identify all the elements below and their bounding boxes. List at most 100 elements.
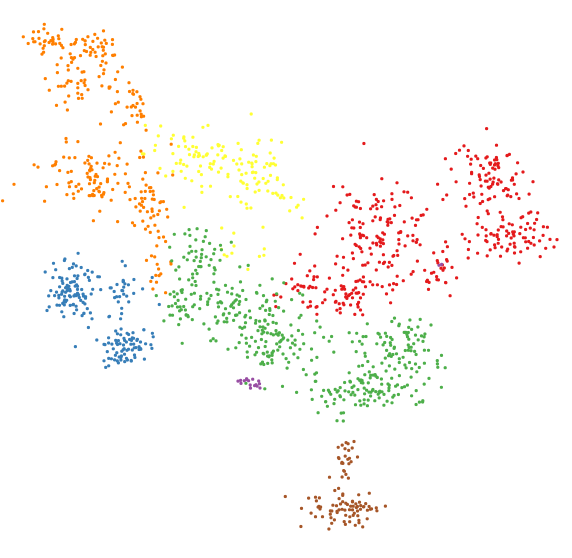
data-point [246, 267, 250, 271]
data-point [383, 340, 387, 345]
data-point [121, 289, 125, 293]
data-point [225, 290, 230, 294]
data-point [128, 198, 132, 202]
data-point [83, 296, 88, 300]
data-point [99, 288, 103, 292]
data-point [341, 500, 345, 504]
data-point [272, 156, 276, 160]
data-point [82, 81, 86, 85]
data-point [415, 259, 419, 263]
data-point [267, 312, 271, 317]
data-point [414, 389, 418, 393]
data-point [225, 320, 229, 324]
data-point [527, 239, 531, 244]
data-point [500, 245, 504, 249]
data-point [131, 103, 135, 108]
data-point [72, 274, 77, 278]
data-point [352, 226, 356, 230]
data-point [381, 242, 385, 246]
data-point [129, 338, 134, 342]
data-point [43, 77, 47, 81]
data-point [171, 152, 175, 156]
data-point [96, 275, 100, 279]
data-point [299, 313, 303, 317]
data-point [55, 303, 59, 307]
data-point [445, 193, 449, 197]
data-point [511, 230, 515, 234]
data-point [395, 181, 399, 185]
data-point [313, 495, 318, 499]
data-point [468, 181, 472, 185]
data-point [293, 338, 297, 342]
data-point [190, 179, 194, 183]
data-point [350, 385, 354, 390]
data-point [261, 225, 265, 229]
data-point [423, 268, 427, 272]
data-point [481, 166, 485, 170]
data-point [156, 229, 160, 233]
data-point [94, 54, 98, 59]
data-point [234, 313, 238, 317]
data-point [86, 158, 90, 162]
data-point [360, 280, 365, 284]
data-point [389, 221, 393, 225]
data-point [267, 354, 271, 358]
data-point [133, 105, 138, 109]
data-point [43, 199, 47, 203]
data-point [238, 311, 242, 315]
data-point [350, 251, 354, 255]
data-point [265, 331, 269, 335]
data-point [179, 308, 183, 312]
data-point [281, 352, 285, 356]
data-point [366, 359, 370, 364]
data-point [404, 366, 408, 370]
data-point [153, 223, 157, 227]
data-point [237, 294, 241, 298]
data-point [288, 346, 292, 350]
data-point [43, 270, 47, 274]
data-point [278, 345, 282, 349]
data-point [257, 180, 261, 184]
data-point [87, 194, 91, 198]
data-point [358, 296, 363, 300]
data-point [200, 190, 204, 194]
data-point [362, 386, 366, 390]
data-point [269, 162, 273, 166]
data-point [309, 388, 313, 392]
data-point [198, 259, 202, 263]
data-point [238, 299, 242, 304]
data-point [174, 268, 178, 272]
data-point [299, 284, 303, 288]
data-point [532, 228, 536, 232]
data-point [91, 47, 95, 52]
data-point [87, 162, 91, 166]
data-point [108, 286, 112, 290]
data-point [96, 36, 100, 40]
data-point [200, 252, 204, 256]
data-point [472, 195, 476, 199]
data-point [172, 290, 176, 294]
data-point [211, 337, 215, 341]
data-point [330, 521, 334, 525]
data-point [188, 244, 192, 248]
data-point [76, 251, 80, 255]
data-point [263, 318, 267, 322]
data-point [371, 373, 375, 377]
data-point [89, 50, 93, 55]
data-point [249, 206, 253, 210]
data-point [269, 332, 273, 336]
data-point [356, 514, 360, 518]
data-point [382, 392, 386, 396]
data-point [488, 248, 492, 252]
data-point [443, 366, 447, 370]
data-point [40, 52, 44, 56]
data-point [363, 354, 367, 358]
data-point [244, 313, 248, 317]
data-point [402, 385, 407, 389]
data-point [179, 169, 183, 173]
data-point [37, 36, 41, 41]
data-point [63, 300, 68, 304]
data-point [391, 288, 395, 292]
data-point [380, 361, 384, 365]
data-point [142, 328, 146, 332]
